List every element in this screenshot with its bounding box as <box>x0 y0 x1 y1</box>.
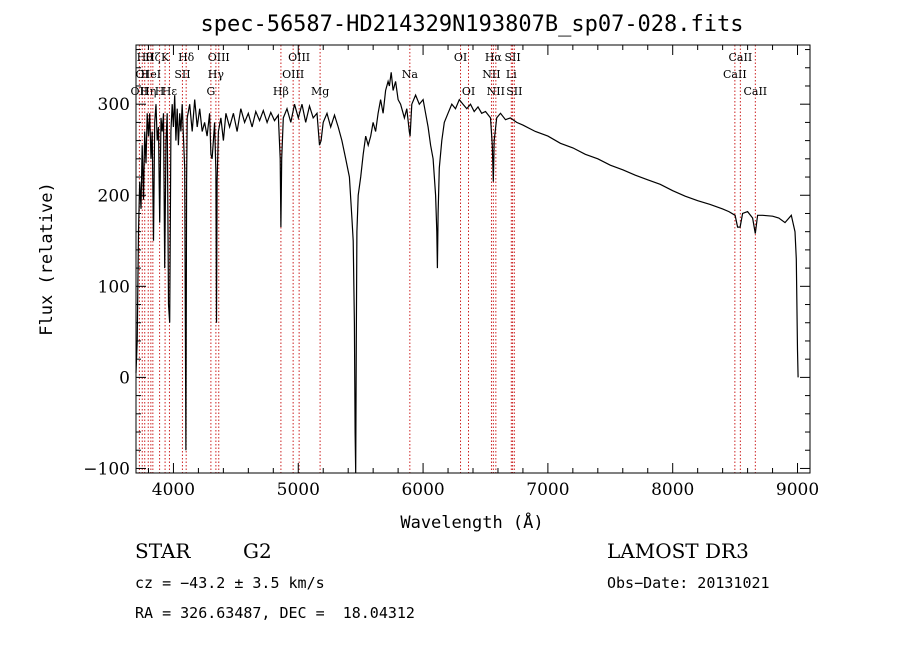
y-axis-ticks: −100 0 100 200 300 <box>83 49 810 479</box>
x-tick-label: 7000 <box>526 480 569 500</box>
object-subclass: G2 <box>243 539 272 563</box>
spectral-line-label: Hη <box>140 85 156 98</box>
spectral-line-label: Mg <box>311 85 329 98</box>
y-tick-label: 100 <box>98 277 130 297</box>
spectral-line-label: G <box>206 85 215 98</box>
spectral-line-label: CaII <box>729 51 753 64</box>
y-tick-label: 300 <box>98 95 130 115</box>
y-tick-label: 200 <box>98 186 130 206</box>
spectral-line-label: SII <box>174 68 190 81</box>
spectral-line-label: K <box>161 51 170 64</box>
x-tick-label: 9000 <box>776 480 819 500</box>
spectral-line-label: H <box>155 85 165 98</box>
spectral-line-label: Li <box>506 68 517 81</box>
redshift-velocity: cz = −43.2 ± 3.5 km/s <box>135 574 325 592</box>
x-axis-label: Wavelength (Å) <box>400 511 543 533</box>
spectral-line-markers <box>138 45 756 473</box>
spectral-line-label: Hθ <box>137 51 154 64</box>
observation-date: Obs−Date: 20131021 <box>607 574 770 592</box>
spectral-line-label: CaII <box>723 68 747 81</box>
spectral-line-label: NII <box>487 85 505 98</box>
spectral-line-label: HeI <box>141 68 161 81</box>
spectral-line-label: OI <box>136 68 149 81</box>
coordinates: RA = 326.63487, DEC = 18.04312 <box>135 604 415 622</box>
survey-name: LAMOST DR3 <box>607 539 749 563</box>
spectral-line-label: OII <box>131 85 149 98</box>
spectral-line-label: OIII <box>282 68 304 81</box>
spectral-line-label: NII <box>482 68 500 81</box>
x-tick-label: 5000 <box>277 480 320 500</box>
x-tick-label: 6000 <box>401 480 444 500</box>
spectral-line-label: CaII <box>743 85 767 98</box>
spectral-line-label: OIII <box>208 51 230 64</box>
spectral-line-label: Hα <box>485 51 503 64</box>
x-tick-label: 4000 <box>152 480 195 500</box>
chart-title: spec-56587-HD214329N193807B_sp07-028.fit… <box>200 12 743 37</box>
spectral-line-label: Hβ <box>273 85 289 98</box>
x-axis-ticks: 4000 5000 6000 7000 8000 9000 <box>147 45 819 500</box>
y-tick-label: −100 <box>83 459 130 479</box>
spectral-line-label: Hδ <box>178 51 195 64</box>
spectral-line-label: Hζ <box>145 51 161 64</box>
y-axis-label: Flux (relative) <box>37 182 57 336</box>
spectral-line-label: SII <box>504 51 520 64</box>
spectral-line-labels: OII OI Hθ Hη HeI Hζ H K Hε SII Hδ G Hγ OIII Hβ OIII OIII… <box>131 51 768 98</box>
spectral-line-label: Na <box>402 68 419 81</box>
spectral-line-label: OI <box>462 85 475 98</box>
x-tick-label: 8000 <box>651 480 694 500</box>
y-tick-label: 0 <box>119 368 130 388</box>
object-class: STAR <box>135 539 191 563</box>
spectral-line-label: Hε <box>162 85 178 98</box>
spectral-line-label: SII <box>506 85 522 98</box>
spectral-line-label: OI <box>454 51 467 64</box>
spectral-line-label: Hγ <box>208 68 225 81</box>
spectral-line-label: OIII <box>288 51 310 64</box>
spectrum-line <box>135 72 799 474</box>
